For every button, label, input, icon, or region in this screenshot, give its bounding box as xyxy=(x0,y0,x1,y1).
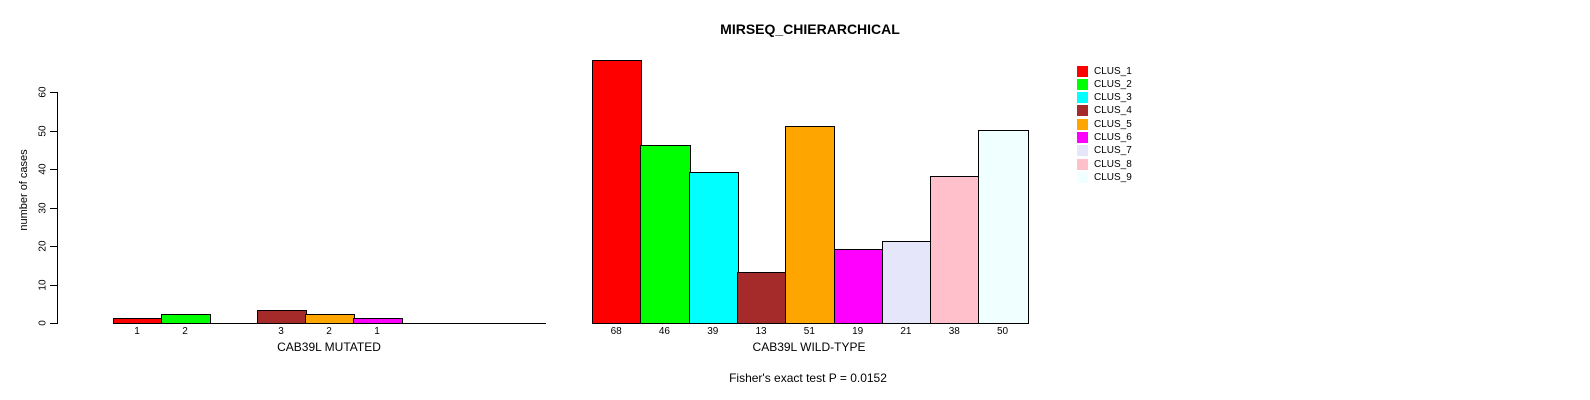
y-tick xyxy=(50,169,57,170)
clus_5-swatch xyxy=(1077,118,1088,130)
clus_9-swatch xyxy=(1077,171,1088,183)
legend-item-clus_2: CLUS_2 xyxy=(1077,78,1132,90)
clus_3-swatch xyxy=(1077,92,1088,104)
clus_4-swatch xyxy=(1077,105,1088,117)
right-plot-xlabel: CAB39L WILD-TYPE xyxy=(752,340,866,354)
bar-count-label: 68 xyxy=(610,326,622,337)
mutated-bar-clus_1 xyxy=(113,318,163,324)
bar-count-label: 1 xyxy=(374,326,380,337)
wildtype-bar-clus_8 xyxy=(930,175,981,324)
y-tick xyxy=(50,284,57,286)
fisher-test-annotation: Fisher's exact test P = 0.0152 xyxy=(729,371,887,385)
y-tick xyxy=(50,323,57,324)
clus_8-swatch xyxy=(1077,158,1088,170)
y-tick-label: 30 xyxy=(37,201,49,214)
y-tick xyxy=(50,92,57,93)
bar-count-label: 2 xyxy=(182,326,188,337)
legend-label: CLUS_4 xyxy=(1094,105,1132,117)
y-tick-label: 10 xyxy=(37,278,49,291)
y-tick-label: 20 xyxy=(37,240,49,252)
mutated-bar-clus_2 xyxy=(161,314,211,324)
legend-item-clus_3: CLUS_3 xyxy=(1077,92,1132,104)
legend-label: CLUS_7 xyxy=(1094,145,1132,157)
y-axis-line xyxy=(57,92,58,324)
mutated-bar-clus_5 xyxy=(305,314,355,324)
legend-label: CLUS_1 xyxy=(1094,65,1132,77)
mutated-bar-clus_4 xyxy=(257,310,307,324)
wildtype-bar-clus_6 xyxy=(833,248,884,324)
bar-count-label: 2 xyxy=(326,326,332,337)
bar-count-label: 13 xyxy=(755,326,767,337)
wildtype-bar-clus_7 xyxy=(881,241,933,324)
wildtype-bar-clus_5 xyxy=(785,125,836,324)
legend-label: CLUS_2 xyxy=(1094,78,1132,90)
wildtype-bar-clus_9 xyxy=(978,129,1029,324)
bar-count-label: 1 xyxy=(134,326,140,337)
clus_7-swatch xyxy=(1077,145,1088,157)
y-tick-label: 50 xyxy=(37,124,49,137)
legend-item-clus_6: CLUS_6 xyxy=(1077,132,1132,144)
legend-item-clus_9: CLUS_9 xyxy=(1077,171,1132,183)
legend-label: CLUS_9 xyxy=(1094,171,1132,183)
y-axis-title: number of cases xyxy=(18,149,30,231)
clus_1-swatch xyxy=(1077,65,1088,77)
bar-count-label: 38 xyxy=(948,326,960,337)
mutated-bar-clus_6 xyxy=(353,318,403,324)
wildtype-bar-clus_1 xyxy=(592,60,643,324)
y-tick xyxy=(50,246,57,247)
legend-label: CLUS_8 xyxy=(1094,158,1132,170)
legend-item-clus_8: CLUS_8 xyxy=(1077,158,1132,170)
bar-count-label: 3 xyxy=(278,326,284,337)
legend-label: CLUS_3 xyxy=(1094,92,1132,104)
legend-item-clus_5: CLUS_5 xyxy=(1077,118,1132,130)
y-tick-label: 40 xyxy=(37,163,49,175)
chart-title: MIRSEQ_CHIERARCHICAL xyxy=(720,21,900,37)
wildtype-bar-clus_4 xyxy=(736,271,788,324)
bar-count-label: 51 xyxy=(803,326,815,337)
legend-label: CLUS_6 xyxy=(1094,132,1132,143)
y-tick xyxy=(50,207,57,209)
y-tick xyxy=(50,130,57,132)
y-tick-label: 0 xyxy=(37,320,49,326)
clus_2-swatch xyxy=(1077,78,1088,90)
bar-count-label: 21 xyxy=(900,326,912,337)
y-tick-label: 60 xyxy=(37,86,49,98)
legend-item-clus_7: CLUS_7 xyxy=(1077,145,1132,157)
legend-item-clus_4: CLUS_4 xyxy=(1077,105,1132,117)
wildtype-bar-clus_3 xyxy=(688,171,739,324)
legend-item-clus_1: CLUS_1 xyxy=(1077,65,1132,77)
bar-count-label: 39 xyxy=(707,326,719,337)
clus_6-swatch xyxy=(1077,132,1088,143)
legend-label: CLUS_5 xyxy=(1094,118,1132,130)
bar-count-label: 46 xyxy=(658,326,670,337)
left-plot-xlabel: CAB39L MUTATED xyxy=(277,340,381,354)
bar-count-label: 50 xyxy=(996,326,1009,337)
bar-count-label: 19 xyxy=(852,326,864,337)
wildtype-bar-clus_2 xyxy=(640,144,691,324)
